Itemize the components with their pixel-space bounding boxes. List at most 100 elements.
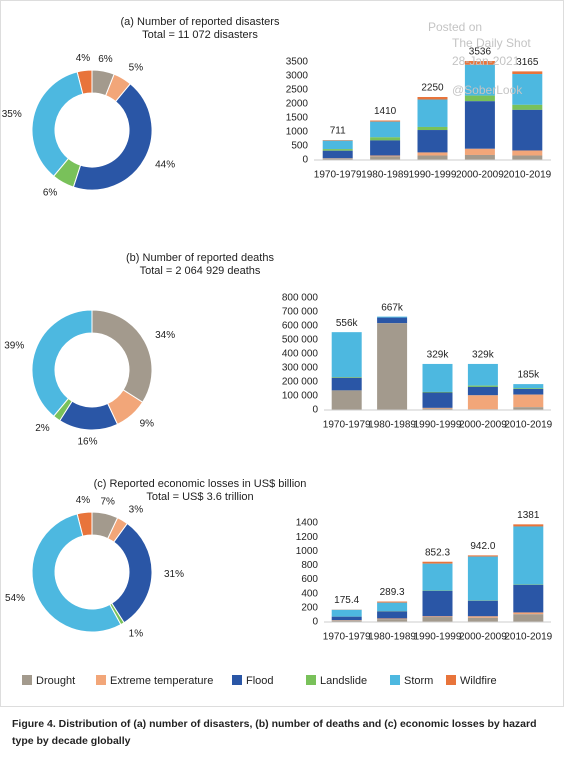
y-tick-label: 1200 bbox=[296, 532, 319, 543]
slice-label: 1% bbox=[129, 629, 144, 640]
x-tick-label: 2000-2009 bbox=[459, 420, 507, 431]
x-tick-label: 2000-2009 bbox=[459, 632, 507, 643]
bar-segment bbox=[513, 526, 544, 585]
bar-segment bbox=[370, 121, 401, 138]
x-tick-label: 1970-1979 bbox=[314, 170, 362, 181]
pie-slice bbox=[91, 511, 119, 540]
bar-segment bbox=[370, 156, 401, 160]
bar-segment bbox=[513, 614, 544, 622]
watermark: Posted on bbox=[428, 20, 482, 34]
chart-subtitle: Total = US$ 3.6 trillion bbox=[146, 491, 253, 503]
watermark: @SoberLook bbox=[452, 83, 523, 97]
total-label: 185k bbox=[517, 370, 540, 381]
watermark: 28-Jan-2021 bbox=[452, 54, 520, 68]
legend-swatch bbox=[446, 675, 456, 685]
bar-segment bbox=[512, 74, 543, 105]
bar-segment bbox=[331, 377, 362, 378]
bar-segment bbox=[467, 395, 498, 410]
bar-segment bbox=[422, 590, 453, 617]
bar-segment bbox=[464, 64, 495, 96]
y-tick-label: 1000 bbox=[296, 546, 319, 557]
x-tick-label: 1980-1989 bbox=[368, 420, 416, 431]
pie-slice bbox=[91, 309, 153, 403]
chart-subtitle: Total = 2 064 929 deaths bbox=[140, 265, 261, 277]
legend-swatch bbox=[390, 675, 400, 685]
pie-slice bbox=[72, 83, 153, 191]
bar-segment bbox=[513, 524, 544, 527]
pie-slice bbox=[107, 517, 128, 543]
y-tick-label: 0 bbox=[312, 617, 318, 628]
bar-segment bbox=[377, 619, 408, 622]
bar-segment bbox=[322, 140, 353, 141]
x-tick-label: 1970-1979 bbox=[323, 632, 371, 643]
x-tick-label: 2010-2019 bbox=[503, 170, 551, 181]
legend-label: Wildfire bbox=[460, 675, 497, 687]
bar-segment bbox=[467, 385, 498, 387]
bar-segment bbox=[322, 149, 353, 151]
pie-slice bbox=[31, 309, 93, 417]
bar-segment bbox=[422, 408, 453, 410]
bar-segment bbox=[422, 563, 453, 591]
bar-segment bbox=[331, 616, 362, 621]
bar-segment bbox=[377, 611, 408, 619]
x-tick-label: 1970-1979 bbox=[323, 420, 371, 431]
slice-label: 31% bbox=[164, 569, 184, 580]
x-tick-label: 1980-1989 bbox=[361, 170, 409, 181]
bar-segment bbox=[377, 323, 408, 410]
slice-label: 54% bbox=[5, 593, 25, 604]
y-tick-label: 600 000 bbox=[282, 321, 319, 332]
bar-segment bbox=[331, 390, 362, 410]
chart-subtitle: Total = 11 072 disasters bbox=[142, 29, 258, 41]
bar-segment bbox=[422, 391, 453, 393]
x-tick-label: 1990-1999 bbox=[414, 420, 462, 431]
y-tick-label: 800 000 bbox=[282, 293, 319, 304]
bar-segment bbox=[422, 392, 453, 408]
total-label: 3165 bbox=[516, 57, 539, 68]
y-tick-label: 0 bbox=[302, 155, 308, 166]
bar-segment bbox=[331, 620, 362, 622]
total-label: 2250 bbox=[421, 83, 444, 94]
slice-label: 5% bbox=[129, 63, 144, 74]
bar-segment bbox=[464, 148, 495, 155]
bar-segment bbox=[464, 60, 495, 65]
bar-segment bbox=[377, 317, 408, 324]
bar-segment bbox=[377, 601, 408, 603]
slice-label: 35% bbox=[2, 109, 22, 120]
y-tick-label: 400 000 bbox=[282, 349, 319, 360]
legend-label: Storm bbox=[404, 675, 433, 687]
bar-segment bbox=[331, 332, 362, 378]
bar-segment bbox=[377, 602, 408, 612]
y-tick-label: 0 bbox=[312, 405, 318, 416]
slice-label: 16% bbox=[77, 436, 97, 447]
y-tick-label: 2000 bbox=[286, 99, 309, 110]
total-label: 329k bbox=[427, 350, 450, 361]
slice-label: 4% bbox=[76, 495, 91, 506]
legend-label: Flood bbox=[246, 675, 274, 687]
total-label: 1410 bbox=[374, 106, 397, 117]
bar-segment bbox=[464, 95, 495, 102]
total-label: 1381 bbox=[517, 510, 540, 521]
x-tick-label: 1980-1989 bbox=[368, 632, 416, 643]
total-label: 942.0 bbox=[470, 541, 495, 552]
bar-segment bbox=[467, 616, 498, 618]
legend-swatch bbox=[22, 675, 32, 685]
pie-slice bbox=[111, 522, 153, 624]
bar-segment bbox=[422, 617, 453, 622]
x-tick-label: 2010-2019 bbox=[504, 632, 552, 643]
bar-segment bbox=[422, 616, 453, 618]
bar-segment bbox=[512, 109, 543, 151]
bar-segment bbox=[512, 150, 543, 156]
bar-segment bbox=[322, 158, 353, 160]
y-tick-label: 3000 bbox=[286, 71, 309, 82]
y-tick-label: 500 bbox=[291, 141, 308, 152]
y-tick-label: 100 000 bbox=[282, 391, 319, 402]
bar-segment bbox=[417, 155, 448, 160]
watermark: The Daily Shot bbox=[452, 36, 531, 50]
bar-segment bbox=[422, 561, 453, 564]
legend-swatch bbox=[306, 675, 316, 685]
pie-slice bbox=[59, 400, 119, 431]
bar-segment bbox=[513, 407, 544, 410]
caption: Figure 4. Distribution of (a) number of … bbox=[12, 718, 537, 747]
total-label: 556k bbox=[336, 318, 359, 329]
bar-segment bbox=[422, 407, 453, 409]
